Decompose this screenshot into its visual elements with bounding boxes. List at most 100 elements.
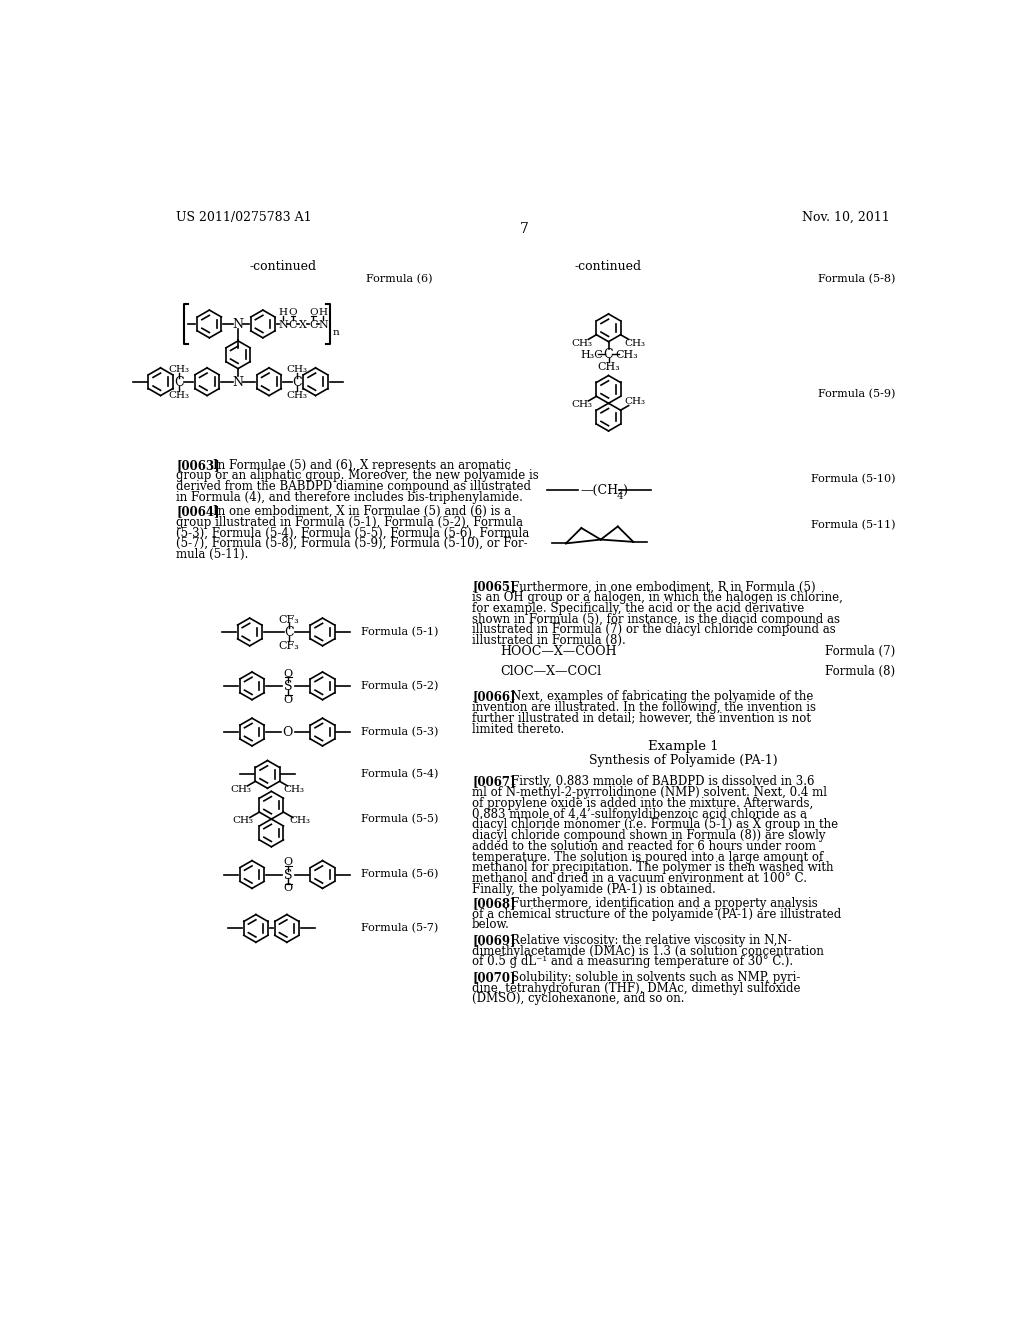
Text: CH₃: CH₃: [571, 400, 592, 409]
Text: Furthermore, identification and a property analysis: Furthermore, identification and a proper…: [511, 896, 817, 909]
Text: CH₃: CH₃: [169, 364, 189, 374]
Text: invention are illustrated. In the following, the invention is: invention are illustrated. In the follow…: [472, 701, 816, 714]
Text: In one embodiment, X in Formulae (5) and (6) is a: In one embodiment, X in Formulae (5) and…: [213, 506, 511, 517]
Text: H₃C: H₃C: [580, 350, 603, 360]
Text: [0068]: [0068]: [472, 896, 516, 909]
Text: Finally, the polyamide (PA-1) is obtained.: Finally, the polyamide (PA-1) is obtaine…: [472, 883, 716, 896]
Text: CF₃: CF₃: [279, 640, 300, 651]
Text: CH₃: CH₃: [625, 397, 646, 407]
Text: Furthermore, in one embodiment, R in Formula (5): Furthermore, in one embodiment, R in For…: [511, 581, 815, 594]
Text: derived from the BABDPD diamine compound as illustrated: derived from the BABDPD diamine compound…: [176, 480, 531, 494]
Text: S: S: [285, 680, 293, 693]
Text: Formula (5-5): Formula (5-5): [360, 814, 438, 824]
Text: C: C: [174, 376, 184, 389]
Text: illustrated in Formula (7) or the diacyl chloride compound as: illustrated in Formula (7) or the diacyl…: [472, 623, 836, 636]
Text: below.: below.: [472, 919, 510, 932]
Text: CH₃: CH₃: [230, 785, 251, 795]
Text: CH₃: CH₃: [284, 785, 305, 795]
Text: methanol for precipitation. The polymer is then washed with: methanol for precipitation. The polymer …: [472, 862, 834, 874]
Text: O: O: [284, 857, 293, 867]
Text: CH₃: CH₃: [287, 364, 307, 374]
Text: illustrated in Formula (8).: illustrated in Formula (8).: [472, 635, 626, 647]
Text: —(CH₂): —(CH₂): [581, 483, 629, 496]
Text: Solubility: soluble in solvents such as NMP, pyri-: Solubility: soluble in solvents such as …: [511, 970, 800, 983]
Text: group or an aliphatic group. Moreover, the new polyamide is: group or an aliphatic group. Moreover, t…: [176, 470, 539, 483]
Text: HOOC—X—COOH: HOOC—X—COOH: [500, 644, 616, 657]
Text: N: N: [232, 318, 244, 331]
Text: further illustrated in detail; however, the invention is not: further illustrated in detail; however, …: [472, 711, 811, 725]
Text: In Formulae (5) and (6), X represents an aromatic: In Formulae (5) and (6), X represents an…: [213, 459, 511, 471]
Text: of 0.5 g dL⁻¹ and a measuring temperature of 30° C.).: of 0.5 g dL⁻¹ and a measuring temperatur…: [472, 956, 794, 969]
Text: for example. Specifically, the acid or the acid derivative: for example. Specifically, the acid or t…: [472, 602, 804, 615]
Text: (5-3), Formula (5-4), Formula (5-5), Formula (5-6), Formula: (5-3), Formula (5-4), Formula (5-5), For…: [176, 527, 529, 540]
Text: CH₃: CH₃: [571, 339, 592, 347]
Text: methanol and dried in a vacuum environment at 100° C.: methanol and dried in a vacuum environme…: [472, 873, 807, 886]
Text: Formula (5-10): Formula (5-10): [811, 474, 895, 484]
Text: (DMSO), cyclohexanone, and so on.: (DMSO), cyclohexanone, and so on.: [472, 993, 685, 1006]
Text: C: C: [285, 626, 294, 639]
Text: CH₃: CH₃: [287, 391, 307, 400]
Text: O: O: [309, 308, 317, 317]
Text: H: H: [279, 308, 288, 317]
Text: CH₃: CH₃: [597, 362, 620, 372]
Text: O: O: [284, 694, 293, 705]
Text: CH₃: CH₃: [289, 816, 310, 825]
Text: shown in Formula (5), for instance, is the diacid compound as: shown in Formula (5), for instance, is t…: [472, 612, 840, 626]
Text: Formula (5-8): Formula (5-8): [818, 275, 895, 284]
Text: Relative viscosity: the relative viscosity in N,N-: Relative viscosity: the relative viscosi…: [511, 933, 792, 946]
Text: Synthesis of Polyamide (PA-1): Synthesis of Polyamide (PA-1): [590, 754, 778, 767]
Text: Formula (5-3): Formula (5-3): [360, 727, 438, 737]
Text: Formula (8): Formula (8): [825, 665, 895, 677]
Text: US 2011/0275783 A1: US 2011/0275783 A1: [176, 211, 311, 224]
Text: N: N: [232, 376, 244, 389]
Text: ml of N-methyl-2-pyrrolidinone (NMP) solvent. Next, 0.4 ml: ml of N-methyl-2-pyrrolidinone (NMP) sol…: [472, 785, 827, 799]
Text: Example 1: Example 1: [648, 739, 719, 752]
Text: in Formula (4), and therefore includes bis-triphenylamide.: in Formula (4), and therefore includes b…: [176, 491, 523, 504]
Text: diacyl chloride monomer (i.e. Formula (5-1) as X group in the: diacyl chloride monomer (i.e. Formula (5…: [472, 818, 839, 832]
Text: N: N: [279, 319, 288, 330]
Text: n: n: [333, 327, 339, 337]
Text: Formula (7): Formula (7): [825, 644, 895, 657]
Text: is an OH group or a halogen, in which the halogen is chlorine,: is an OH group or a halogen, in which th…: [472, 591, 843, 605]
Text: group illustrated in Formula (5-1), Formula (5-2), Formula: group illustrated in Formula (5-1), Form…: [176, 516, 523, 529]
Text: of a chemical structure of the polyamide (PA-1) are illustrated: of a chemical structure of the polyamide…: [472, 908, 842, 920]
Text: S: S: [285, 869, 293, 882]
Text: 7: 7: [520, 222, 529, 235]
Text: [0063]: [0063]: [176, 459, 220, 471]
Text: 0.883 mmole of 4,4’-sulfonyldibenzoic acid chloride as a: 0.883 mmole of 4,4’-sulfonyldibenzoic ac…: [472, 808, 807, 821]
Text: X: X: [299, 319, 307, 330]
Text: Formula (6): Formula (6): [366, 275, 432, 284]
Text: [0069]: [0069]: [472, 933, 516, 946]
Text: C: C: [604, 348, 613, 362]
Text: O: O: [284, 883, 293, 894]
Text: Formula (5-1): Formula (5-1): [360, 627, 438, 638]
Text: mula (5-11).: mula (5-11).: [176, 548, 249, 561]
Text: CH₃: CH₃: [625, 339, 646, 347]
Text: C: C: [289, 319, 297, 330]
Text: C: C: [292, 376, 302, 389]
Text: [0065]: [0065]: [472, 581, 516, 594]
Text: Formula (5-7): Formula (5-7): [360, 923, 438, 933]
Text: CH₃: CH₃: [169, 391, 189, 400]
Text: O: O: [283, 726, 293, 739]
Text: -continued: -continued: [574, 260, 642, 273]
Text: CH₃: CH₃: [615, 350, 639, 360]
Text: -continued: -continued: [250, 260, 316, 273]
Text: C: C: [309, 319, 317, 330]
Text: [0064]: [0064]: [176, 506, 219, 517]
Text: [0070]: [0070]: [472, 970, 516, 983]
Text: CH₃: CH₃: [232, 816, 254, 825]
Text: [0067]: [0067]: [472, 775, 516, 788]
Text: O: O: [289, 308, 297, 317]
Text: [0066]: [0066]: [472, 690, 516, 704]
Text: Formula (5-11): Formula (5-11): [811, 520, 895, 531]
Text: of propylene oxide is added into the mixture. Afterwards,: of propylene oxide is added into the mix…: [472, 797, 813, 809]
Text: Formula (5-6): Formula (5-6): [360, 870, 438, 879]
Text: limited thereto.: limited thereto.: [472, 723, 564, 735]
Text: Formula (5-9): Formula (5-9): [818, 389, 895, 400]
Text: Formula (5-4): Formula (5-4): [360, 770, 438, 780]
Text: added to the solution and reacted for 6 hours under room: added to the solution and reacted for 6 …: [472, 840, 816, 853]
Text: (5-7), Formula (5-8), Formula (5-9), Formula (5-10), or For-: (5-7), Formula (5-8), Formula (5-9), For…: [176, 537, 527, 550]
Text: H: H: [318, 308, 328, 317]
Text: Formula (5-2): Formula (5-2): [360, 681, 438, 690]
